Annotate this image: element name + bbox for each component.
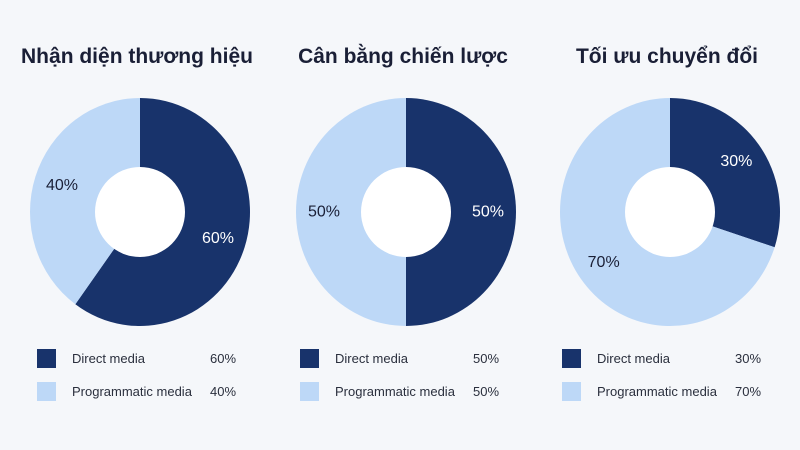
slice-direct (406, 98, 516, 326)
legend-item-programmatic: Programmatic media 40% (37, 380, 236, 402)
legend-label: Programmatic media (335, 383, 455, 399)
legend-item-direct: Direct media 30% (562, 347, 761, 369)
slice-label: 40% (46, 177, 78, 194)
legend-value: 70% (735, 383, 762, 399)
donut-chart: 30% 70% (560, 98, 780, 327)
chart-panel-3: Tối ưu chuyển đổi 30% 70% Direct media 30… (534, 0, 800, 450)
legend-item-direct: Direct media 60% (37, 347, 236, 369)
donut-hole (625, 167, 715, 257)
slice-label: 50% (472, 204, 504, 221)
slice-label: 70% (588, 254, 620, 271)
legend-label: Programmatic media (72, 383, 192, 399)
legend-label: Direct media (335, 350, 408, 366)
slice-label: 60% (202, 230, 234, 247)
chart-panel-2: Cân bằng chiến lược 50% 50% Direct media … (270, 0, 536, 450)
donut-hole (95, 167, 185, 257)
legend-label: Direct media (72, 350, 145, 366)
legend-swatch-programmatic (37, 381, 56, 401)
legend-value: 60% (210, 350, 237, 366)
donut-chart: 50% 50% (296, 98, 516, 326)
legend-label: Programmatic media (597, 383, 717, 399)
legend-item-programmatic: Programmatic media 50% (300, 380, 499, 402)
legend-item-direct: Direct media 50% (300, 347, 499, 369)
legend-value: 30% (735, 350, 762, 366)
slice-label: 50% (308, 204, 340, 221)
legend-label: Direct media (597, 350, 670, 366)
legend-swatch-programmatic (562, 381, 581, 401)
legend-swatch-direct (37, 348, 56, 368)
legend-swatch-direct (300, 348, 319, 368)
chart-title: Nhận diện thương hiệu (21, 45, 253, 68)
donut-chart: 60% 40% (30, 98, 251, 326)
slice-programmatic (30, 98, 140, 305)
slice-label: 30% (720, 153, 752, 170)
slice-programmatic (296, 98, 406, 326)
legend-swatch-direct (562, 348, 581, 368)
chart-title: Tối ưu chuyển đổi (575, 45, 759, 68)
chart-title: Cân bằng chiến lược (298, 45, 508, 68)
donut-hole (361, 167, 451, 257)
legend-value: 50% (473, 350, 500, 366)
legend-item-programmatic: Programmatic media 70% (562, 380, 761, 402)
legend-value: 40% (210, 383, 237, 399)
legend-value: 50% (473, 383, 500, 399)
legend-swatch-programmatic (300, 381, 319, 401)
chart-panel-1: Nhận diện thương hiệu 60% 40% Direct medi… (4, 0, 270, 450)
